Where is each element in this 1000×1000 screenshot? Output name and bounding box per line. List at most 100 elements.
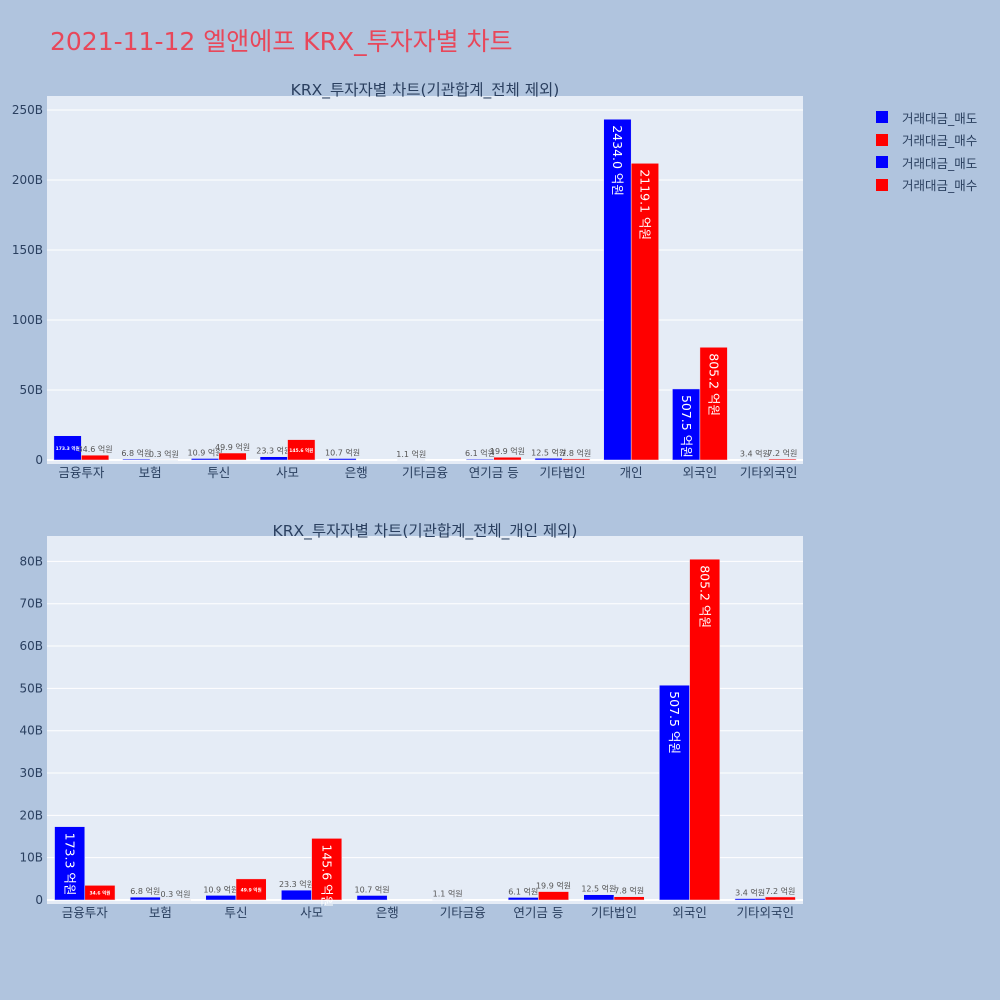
- y-tick-label: 70B: [19, 597, 43, 611]
- bar: [160, 899, 191, 901]
- bar: [356, 895, 388, 901]
- data-label: 10.7 억원: [325, 448, 360, 458]
- data-label: 10.9 억원: [203, 884, 238, 894]
- x-tick-label: 개인: [620, 465, 643, 480]
- bar: [734, 898, 766, 901]
- bar: [740, 459, 769, 461]
- legend-label: 거래대금_매도: [902, 155, 978, 171]
- data-label: 23.3 억원: [256, 446, 291, 456]
- x-tick-label: 사모: [300, 905, 323, 920]
- y-tick-label: 20B: [19, 808, 43, 822]
- bar: [54, 826, 86, 901]
- y-tick-label: 200B: [12, 173, 43, 187]
- x-tick-label: 사모: [276, 465, 299, 480]
- data-label: 19.9 억원: [536, 881, 571, 891]
- x-tick-label: 금융투자: [58, 465, 105, 480]
- data-label: 12.5 억원: [531, 447, 566, 457]
- bar: [191, 458, 220, 461]
- data-label: 6.8 억원: [130, 886, 160, 896]
- x-tick-label: 은행: [376, 905, 399, 920]
- data-label: 507.5 억원: [667, 691, 682, 754]
- legend-swatch-sell: [876, 111, 888, 124]
- bar: [630, 163, 659, 461]
- bar: [699, 347, 728, 461]
- bar: [764, 896, 796, 901]
- page-title: 2021-11-12 엘앤에프 KRX_투자자별 차트: [50, 27, 513, 56]
- bar: [218, 452, 247, 461]
- data-label: 34.6 억원: [89, 890, 110, 897]
- data-label: 2119.1 억원: [638, 169, 653, 240]
- legend-swatch-buy: [876, 178, 888, 191]
- data-label: 1.1 억원: [433, 889, 463, 899]
- data-label: 12.5 억원: [581, 884, 616, 894]
- y-tick-label: 50B: [19, 681, 43, 695]
- bar: [493, 456, 522, 461]
- bar: [689, 558, 721, 901]
- bar: [603, 118, 632, 461]
- x-tick-label: 투신: [224, 905, 247, 920]
- data-label: 7.2 억원: [767, 448, 797, 458]
- data-label: 6.1 억원: [465, 448, 495, 458]
- bar: [507, 897, 539, 901]
- bar: [311, 838, 343, 901]
- y-tick-label: 0: [35, 893, 43, 907]
- x-tick-label: 기타법인: [539, 465, 585, 480]
- bar: [583, 894, 615, 901]
- data-label: 805.2 억원: [706, 353, 721, 416]
- bar: [538, 891, 569, 901]
- data-label: 49.9 억원: [215, 442, 250, 452]
- legend-swatch-sell: [876, 156, 888, 169]
- bar: [149, 459, 178, 461]
- bar: [235, 878, 267, 901]
- legend-item[interactable]: 거래대금_매수: [876, 129, 977, 152]
- legend-label: 거래대금_매도: [902, 110, 978, 126]
- y-tick-label: 150B: [12, 243, 43, 257]
- data-label: 6.1 억원: [508, 886, 538, 896]
- y-tick-label: 60B: [19, 639, 43, 653]
- legend-item[interactable]: 거래대금_매도: [876, 106, 977, 129]
- legend-swatch-buy: [876, 133, 888, 146]
- bar: [672, 388, 701, 461]
- y-tick-label: 80B: [19, 554, 43, 568]
- x-tick-label: 기타금융: [440, 905, 486, 920]
- bar: [659, 684, 690, 901]
- x-tick-label: 외국인: [683, 465, 718, 480]
- bar: [397, 459, 426, 461]
- bar: [768, 458, 797, 461]
- data-label: 173.3 억원: [56, 445, 80, 452]
- x-tick-label: 연기금 등: [469, 465, 519, 480]
- bar: [562, 458, 591, 461]
- y-tick-label: 40B: [19, 724, 43, 738]
- y-tick-label: 0: [35, 453, 43, 467]
- x-tick-label: 기타법인: [591, 905, 637, 920]
- bar: [287, 439, 316, 461]
- y-tick-label: 250B: [12, 103, 43, 117]
- x-tick-label: 보험: [139, 465, 162, 480]
- bar: [205, 895, 237, 901]
- data-label: 19.9 억원: [490, 446, 525, 456]
- y-tick-label: 10B: [19, 851, 43, 865]
- data-label: 6.8 억원: [121, 448, 151, 458]
- x-tick-label: 기타외국인: [740, 465, 798, 480]
- bar: [465, 458, 494, 461]
- chart-title: KRX_투자자별 차트(기관합계_전체_개인 제외): [273, 522, 578, 541]
- data-label: 145.6 억원: [289, 447, 313, 454]
- bar: [613, 896, 645, 901]
- bar: [129, 896, 161, 901]
- x-tick-label: 보험: [149, 905, 172, 920]
- data-label: 23.3 억원: [279, 879, 314, 889]
- data-label: 0.3 억원: [161, 889, 191, 899]
- data-label: 173.3 억원: [62, 833, 77, 896]
- legend-item[interactable]: 거래대금_매도: [876, 151, 977, 174]
- x-tick-label: 외국인: [672, 905, 707, 920]
- data-label: 7.2 억원: [765, 886, 795, 896]
- x-tick-label: 기타외국인: [736, 905, 794, 920]
- bar: [281, 889, 312, 901]
- bar: [328, 458, 357, 461]
- x-tick-label: 기타금융: [402, 465, 448, 480]
- legend-item[interactable]: 거래대금_매수: [876, 174, 977, 197]
- data-label: 49.9 억원: [241, 886, 262, 893]
- data-label: 34.6 억원: [78, 444, 113, 454]
- data-label: 2434.0 억원: [610, 125, 625, 196]
